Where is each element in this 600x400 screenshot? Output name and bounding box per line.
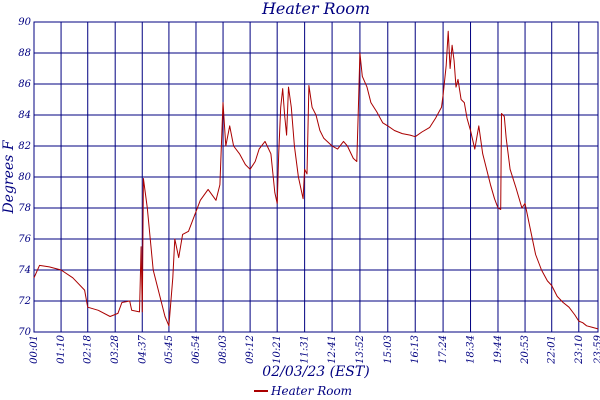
series-line-heater-room bbox=[33, 30, 599, 330]
x-tick-label: 09:12 bbox=[245, 335, 256, 364]
x-tick-label: 16:13 bbox=[410, 335, 421, 364]
x-tick-label: 19:44 bbox=[493, 335, 504, 364]
x-tick-label: 02:18 bbox=[83, 335, 94, 364]
x-tick-label: 04:37 bbox=[137, 334, 148, 363]
x-tick-label: 00:01 bbox=[29, 335, 40, 364]
x-tick-label: 15:03 bbox=[383, 335, 394, 364]
y-tick-label: 88 bbox=[18, 48, 31, 59]
x-tick-label: 12:41 bbox=[327, 335, 338, 364]
y-axis-title: Degrees F bbox=[1, 139, 17, 214]
x-tick-label: 03:28 bbox=[110, 335, 121, 364]
x-tick-label: 23:10 bbox=[574, 334, 585, 364]
y-tick-label: 72 bbox=[18, 296, 31, 307]
x-tick-label: 11:31 bbox=[300, 335, 311, 364]
x-axis-title: 02/03/23 (EST) bbox=[262, 364, 369, 380]
y-tick-label: 78 bbox=[18, 203, 31, 214]
x-axis-ticks: 00:01 01:10 02:18 03:28 04:37 05:45 06:54 08:03… bbox=[29, 334, 600, 364]
x-tick-label: 06:54 bbox=[191, 335, 202, 364]
x-tick-label: 10:21 bbox=[272, 335, 283, 364]
series-layer bbox=[33, 30, 599, 330]
x-tick-label: 22:01 bbox=[547, 335, 558, 365]
x-tick-label: 01:10 bbox=[56, 334, 67, 363]
x-tick-label: 08:03 bbox=[218, 335, 229, 364]
y-tick-label: 80 bbox=[18, 172, 31, 183]
y-tick-label: 76 bbox=[18, 234, 31, 245]
y-tick-label: 84 bbox=[18, 110, 31, 121]
x-tick-label: 23:59 bbox=[593, 334, 600, 364]
x-tick-label: 17:24 bbox=[438, 335, 449, 364]
y-tick-label: 90 bbox=[18, 17, 31, 28]
legend-label-heater-room: Heater Room bbox=[270, 384, 352, 398]
x-tick-label: 20:53 bbox=[520, 335, 531, 365]
x-tick-label: 13:52 bbox=[355, 335, 366, 364]
y-tick-label: 82 bbox=[18, 141, 31, 152]
chart-title: Heater Room bbox=[261, 0, 370, 18]
y-tick-label: 70 bbox=[18, 327, 31, 338]
y-tick-label: 74 bbox=[18, 265, 31, 276]
x-tick-label: 18:34 bbox=[466, 335, 477, 364]
legend: Heater Room bbox=[254, 384, 352, 398]
y-tick-label: 86 bbox=[18, 79, 31, 90]
y-axis-ticks: 70 72 74 76 78 80 82 84 86 88 90 bbox=[18, 17, 31, 338]
x-tick-label: 05:45 bbox=[164, 335, 175, 364]
grid bbox=[34, 21, 598, 333]
